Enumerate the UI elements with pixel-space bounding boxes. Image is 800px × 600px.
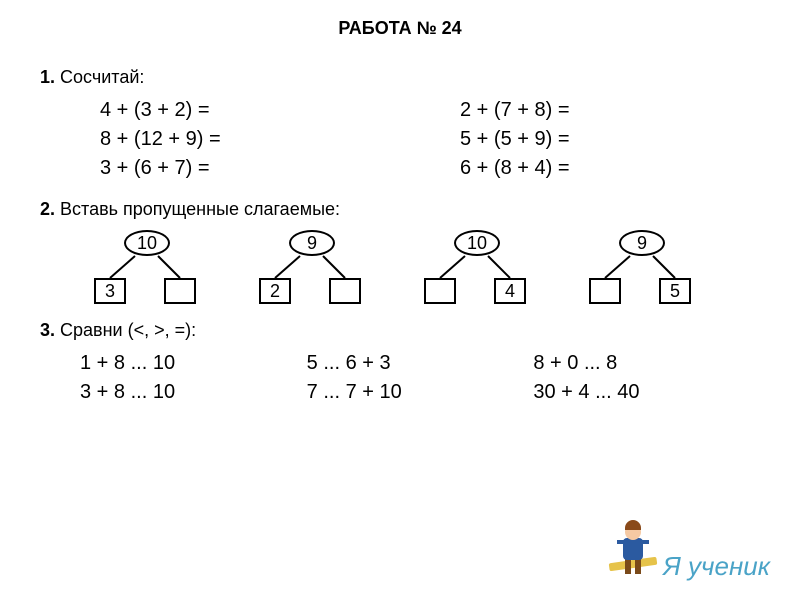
- task3-head: 3. Сравни (<, >, =):: [40, 320, 760, 341]
- comparison: 3 + 8 ... 10: [80, 378, 307, 407]
- equation: 4 + (3 + 2) =: [40, 96, 400, 125]
- task3-label: Сравни (<, >, =):: [60, 320, 196, 340]
- number-bond: 10 3: [90, 230, 200, 304]
- bond-left: [589, 278, 621, 304]
- task1-head: 1. Сосчитай:: [40, 67, 760, 88]
- page-title: РАБОТА № 24: [40, 18, 760, 39]
- number-bonds-row: 10 3 9 2 10 4 9 5: [40, 230, 760, 304]
- bond-left: 3: [94, 278, 126, 304]
- bond-right: [329, 278, 361, 304]
- worksheet: РАБОТА № 24 1. Сосчитай: 4 + (3 + 2) = 8…: [0, 0, 800, 407]
- comparison: 5 ... 6 + 3: [307, 349, 534, 378]
- equation: 5 + (5 + 9) =: [400, 125, 760, 154]
- bond-lines-icon: [585, 252, 695, 280]
- task1-columns: 4 + (3 + 2) = 8 + (12 + 9) = 3 + (6 + 7)…: [40, 96, 760, 183]
- task1-col-right: 2 + (7 + 8) = 5 + (5 + 9) = 6 + (8 + 4) …: [400, 96, 760, 183]
- bond-right: [164, 278, 196, 304]
- task2-head: 2. Вставь пропущенные слагаемые:: [40, 199, 760, 220]
- logo: Я ученик: [609, 520, 770, 582]
- task3-col2: 5 ... 6 + 3 7 ... 7 + 10: [307, 349, 534, 407]
- comparison: 8 + 0 ... 8: [533, 349, 760, 378]
- number-bond: 10 4: [420, 230, 530, 304]
- bond-lines-icon: [420, 252, 530, 280]
- task1-col-left: 4 + (3 + 2) = 8 + (12 + 9) = 3 + (6 + 7)…: [40, 96, 400, 183]
- comparison: 30 + 4 ... 40: [533, 378, 760, 407]
- equation: 8 + (12 + 9) =: [40, 125, 400, 154]
- task2-label: Вставь пропущенные слагаемые:: [60, 199, 340, 219]
- equation: 6 + (8 + 4) =: [400, 154, 760, 183]
- task3-col1: 1 + 8 ... 10 3 + 8 ... 10: [80, 349, 307, 407]
- bond-left: [424, 278, 456, 304]
- task1-label: Сосчитай:: [60, 67, 144, 87]
- number-bond: 9 2: [255, 230, 365, 304]
- bond-right: 5: [659, 278, 691, 304]
- student-icon: [609, 520, 657, 582]
- task3-num: 3.: [40, 320, 55, 340]
- task3-col3: 8 + 0 ... 8 30 + 4 ... 40: [533, 349, 760, 407]
- comparison: 1 + 8 ... 10: [80, 349, 307, 378]
- number-bond: 9 5: [585, 230, 695, 304]
- comparison: 7 ... 7 + 10: [307, 378, 534, 407]
- bond-right: 4: [494, 278, 526, 304]
- task3-columns: 1 + 8 ... 10 3 + 8 ... 10 5 ... 6 + 3 7 …: [40, 349, 760, 407]
- equation: 3 + (6 + 7) =: [40, 154, 400, 183]
- bond-left: 2: [259, 278, 291, 304]
- task1-num: 1.: [40, 67, 55, 87]
- logo-text: Я ученик: [663, 551, 770, 582]
- bond-lines-icon: [255, 252, 365, 280]
- task2-num: 2.: [40, 199, 55, 219]
- equation: 2 + (7 + 8) =: [400, 96, 760, 125]
- bond-lines-icon: [90, 252, 200, 280]
